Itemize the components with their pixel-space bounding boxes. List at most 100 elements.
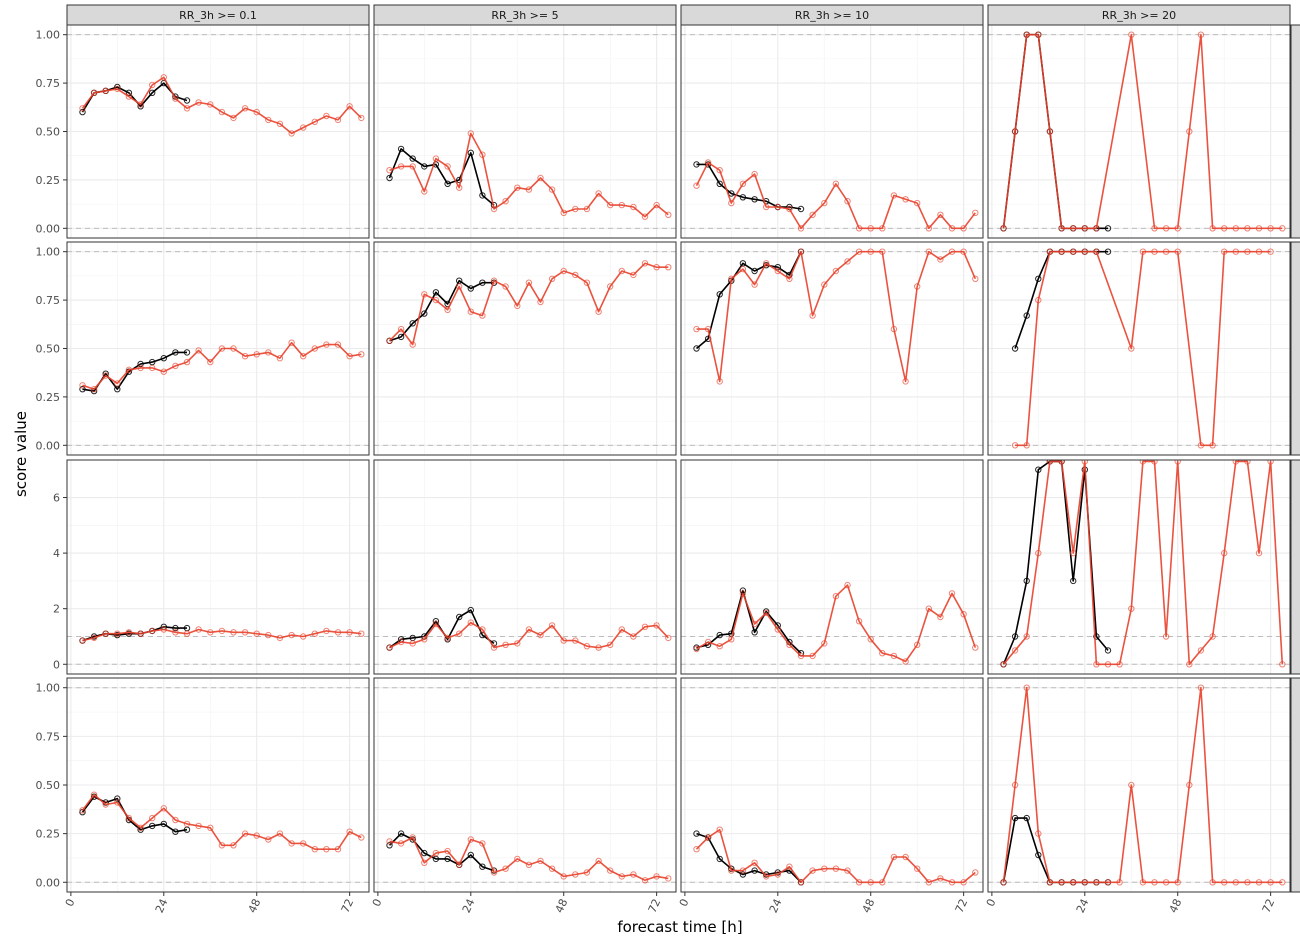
data-point-red: [739, 590, 747, 597]
data-point-red: [809, 211, 816, 219]
data-point-red: [1209, 442, 1216, 449]
data-point-red: [1093, 661, 1100, 668]
data-point-red: [890, 192, 898, 199]
data-point-black: [386, 842, 393, 849]
series-group: [1011, 248, 1274, 449]
series-line-red: [389, 836, 669, 882]
data-point-red: [832, 180, 840, 188]
data-point-red: [102, 801, 109, 808]
series-group: [693, 159, 979, 232]
data-point-red: [1046, 460, 1054, 465]
data-point-red: [537, 174, 544, 182]
data-point-red: [346, 629, 353, 636]
data-point-black: [1023, 312, 1030, 319]
data-point-red: [739, 867, 747, 874]
data-point-red: [386, 337, 393, 344]
x-tick-label: 0: [677, 897, 692, 909]
data-point-black: [479, 192, 486, 199]
data-point-red: [397, 638, 405, 646]
panel-border: [680, 241, 984, 456]
panel-background: [67, 460, 369, 674]
data-point-red: [409, 640, 416, 647]
data-point-red: [716, 378, 723, 385]
facet-panel: [66, 677, 370, 893]
data-point-red: [1255, 248, 1263, 255]
data-point-black: [739, 871, 747, 878]
panel-border: [373, 459, 677, 675]
data-point-red: [855, 879, 863, 886]
panel-border: [680, 677, 984, 893]
data-point-red: [583, 643, 591, 650]
data-point-red: [716, 826, 723, 833]
data-point-red: [79, 105, 86, 112]
data-point-red: [456, 861, 463, 868]
series-line-red: [695, 828, 976, 884]
y-tick-label: 0.00: [36, 439, 61, 452]
data-point-red: [809, 312, 816, 319]
data-point-red: [786, 641, 793, 648]
data-point-red: [514, 640, 521, 647]
data-point-red: [137, 101, 144, 108]
data-point-red: [641, 260, 649, 267]
data-point-red: [149, 814, 156, 822]
data-point-red: [537, 298, 544, 306]
data-point-red: [1279, 661, 1286, 668]
data-point-red: [1070, 225, 1077, 232]
data-point-black: [397, 830, 405, 837]
data-point-red: [514, 855, 521, 863]
data-point-red: [102, 372, 109, 379]
data-point-red: [548, 622, 556, 629]
data-point-black: [751, 196, 758, 203]
data-point-red: [972, 644, 979, 651]
data-point-red: [572, 205, 579, 213]
data-point-red: [346, 103, 353, 110]
data-point-red: [960, 611, 967, 618]
data-point-red: [890, 652, 898, 660]
data-point-red: [207, 101, 214, 108]
data-point-red: [1162, 633, 1170, 640]
data-point-red: [728, 275, 735, 282]
data-point-red: [358, 114, 365, 122]
data-point-black: [1104, 647, 1112, 654]
data-point-black: [421, 310, 428, 317]
y-tick-label: 1.00: [36, 246, 61, 259]
series-group: [386, 130, 672, 220]
data-point-red: [114, 380, 121, 387]
data-point-red: [323, 627, 330, 635]
data-point-black: [774, 264, 781, 271]
data-point-black: [397, 333, 405, 341]
data-point-red: [409, 834, 416, 841]
data-point-red: [183, 358, 191, 366]
data-point-black: [467, 851, 474, 859]
x-tick-label: 48: [1167, 897, 1185, 915]
x-tick-label: 24: [460, 897, 478, 915]
data-point-red: [195, 347, 202, 354]
data-point-red: [288, 339, 295, 346]
data-point-red: [948, 590, 956, 597]
series-group: [1000, 460, 1286, 668]
series-line-red: [696, 584, 977, 663]
data-point-red: [79, 807, 86, 814]
data-point-red: [1162, 248, 1170, 255]
y-tick-label: 1.00: [36, 29, 61, 42]
data-point-red: [1081, 879, 1089, 886]
data-point-red: [125, 366, 133, 373]
data-point-red: [560, 873, 567, 880]
data-point-red: [444, 163, 451, 170]
data-point-red: [1139, 879, 1147, 886]
data-point-red: [300, 633, 307, 640]
data-point-red: [323, 846, 330, 853]
data-point-red: [618, 873, 625, 880]
data-point-red: [346, 828, 353, 835]
data-point-red: [230, 629, 237, 636]
data-point-red: [914, 199, 921, 207]
data-point-red: [230, 345, 237, 352]
panel-border: [66, 677, 370, 893]
data-point-red: [1197, 684, 1205, 691]
data-point-black: [1023, 814, 1030, 822]
data-point-red: [137, 364, 144, 372]
data-point-red: [751, 620, 758, 628]
data-point-red: [867, 225, 874, 232]
series-group: [1000, 31, 1286, 232]
